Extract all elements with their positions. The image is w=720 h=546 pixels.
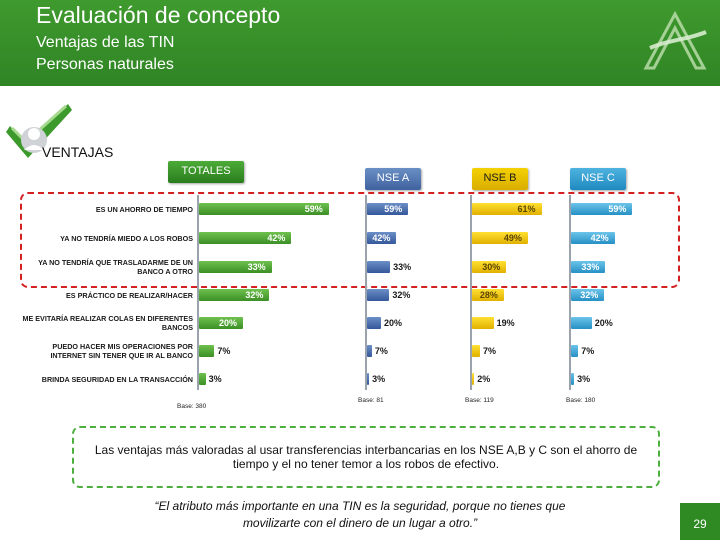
bar [472,317,494,329]
axis-line [197,195,199,390]
category-label: ME EVITARÍA REALIZAR COLAS EN DIFERENTES… [22,314,193,332]
data-label: 7% [217,346,231,356]
testimonial-quote: “El atributo más importante en una TIN e… [110,498,610,532]
data-label: 59% [384,204,403,214]
bar [367,289,390,301]
checkmark-icon [6,104,72,158]
bar [199,232,292,244]
category-label: PUEDO HACER MIS OPERACIONES POR INTERNET… [50,342,193,360]
page-number: 29 [680,503,720,540]
bar [571,345,579,357]
data-label: 20% [594,318,613,328]
bar [367,373,370,385]
quote-line-2: movilizarte con el dinero de un lugar a … [242,516,478,530]
data-label: 32% [580,290,599,300]
section-label: VENTAJAS [42,144,114,160]
bar [199,317,243,329]
series-badge-a: NSE A [365,168,421,190]
logo-a-icon [643,10,707,70]
base-label: Base: 180 [566,397,596,404]
bar [472,289,504,301]
data-label: 32% [245,290,264,300]
data-label: 7% [482,346,496,356]
bar [571,317,592,329]
data-label: 19% [496,318,515,328]
bar [571,373,575,385]
data-label: 33% [247,262,266,272]
axis-line [569,195,571,390]
page-subtitle-2: Personas naturales [36,56,174,73]
base-label: Base: 81 [358,397,384,404]
bar [571,261,606,273]
bar [472,203,542,215]
data-label: 42% [590,233,609,243]
data-label: 3% [372,374,386,384]
bar [367,261,391,273]
conclusion-text: Las ventajas más valoradas al usar trans… [94,443,638,471]
data-label: 3% [208,374,222,384]
data-label: 7% [374,346,388,356]
bar [367,345,372,357]
bar [571,289,605,301]
data-label: 2% [477,374,491,384]
bar [571,232,615,244]
data-label: 49% [503,233,522,243]
category-label: ES PRÁCTICO DE REALIZAR/HACER [66,290,193,300]
base-label: Base: 119 [465,397,494,404]
conclusion-box: Las ventajas más valoradas al usar trans… [72,426,660,488]
header-banner: Evaluación de concepto Ventajas de las T… [0,0,720,86]
data-label: 20% [219,318,238,328]
bar [199,261,272,273]
bar [571,203,633,215]
bar [367,317,381,329]
data-label: 42% [267,233,286,243]
series-badge-tot: TOTALES [168,161,244,183]
category-label: YA NO TENDRÍA MIEDO A LOS ROBOS [60,233,193,243]
bar [199,373,206,385]
bar [472,345,480,357]
axis-line [470,195,472,390]
data-label: 33% [393,262,412,272]
bar [199,289,270,301]
bar [472,261,507,273]
bar [367,232,397,244]
data-label: 33% [581,262,600,272]
page-subtitle-1: Ventajas de las TIN [36,34,175,51]
data-label: 7% [581,346,595,356]
base-label: Base: 380 [177,403,207,410]
data-label: 28% [479,290,498,300]
data-label: 30% [482,262,501,272]
category-label: ES UN AHORRO DE TIEMPO [95,204,193,214]
data-label: 59% [304,204,323,214]
bar [199,345,215,357]
axis-line [365,195,367,390]
data-label: 59% [608,204,627,214]
bar [367,203,409,215]
data-label: 42% [372,233,391,243]
highlight-box [20,192,680,288]
bar [472,232,528,244]
data-label: 3% [577,374,591,384]
data-label: 20% [384,318,403,328]
series-badge-b: NSE B [472,168,528,190]
series-badge-c: NSE C [570,168,626,190]
page-title: Evaluación de concepto [36,2,281,28]
bar [199,203,329,215]
data-label: 61% [517,204,536,214]
category-label: YA NO TENDRÍA QUE TRASLADARME DE UN BANC… [38,258,193,276]
category-label: BRINDA SEGURIDAD EN LA TRANSACCIÓN [41,374,193,384]
data-label: 32% [392,290,411,300]
bar [472,373,475,385]
quote-line-1: “El atributo más importante en una TIN e… [154,499,566,513]
